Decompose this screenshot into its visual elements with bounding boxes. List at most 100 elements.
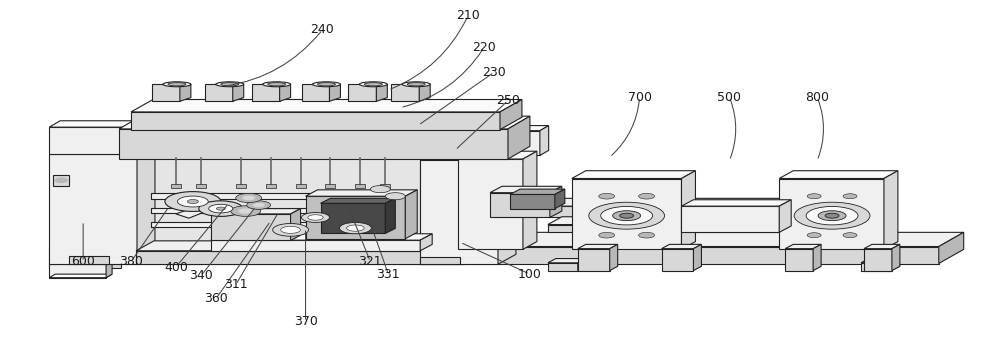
Polygon shape	[211, 208, 301, 214]
Polygon shape	[53, 175, 69, 186]
Circle shape	[843, 194, 857, 199]
Polygon shape	[861, 263, 891, 271]
Circle shape	[242, 196, 255, 200]
Polygon shape	[211, 240, 420, 251]
Text: 500: 500	[717, 91, 741, 104]
Circle shape	[599, 232, 615, 238]
Polygon shape	[49, 263, 121, 268]
Polygon shape	[681, 206, 779, 232]
Polygon shape	[662, 245, 701, 248]
Polygon shape	[508, 116, 530, 159]
Circle shape	[794, 202, 870, 229]
Polygon shape	[420, 160, 498, 264]
Polygon shape	[861, 258, 899, 263]
Polygon shape	[458, 151, 537, 159]
Polygon shape	[500, 131, 540, 156]
Polygon shape	[510, 195, 555, 208]
Circle shape	[236, 193, 262, 202]
Polygon shape	[137, 144, 155, 264]
Polygon shape	[420, 150, 516, 160]
Text: 331: 331	[376, 268, 400, 281]
Polygon shape	[49, 232, 964, 247]
Circle shape	[209, 204, 233, 213]
Polygon shape	[548, 263, 578, 271]
Polygon shape	[578, 248, 610, 271]
Polygon shape	[510, 189, 565, 195]
Polygon shape	[939, 232, 964, 263]
Bar	[171, 184, 181, 188]
Polygon shape	[49, 155, 137, 264]
Polygon shape	[151, 207, 415, 213]
Circle shape	[281, 226, 300, 233]
Circle shape	[806, 206, 858, 225]
Ellipse shape	[263, 82, 291, 87]
Circle shape	[165, 192, 221, 211]
Polygon shape	[69, 256, 109, 264]
Polygon shape	[151, 193, 415, 199]
Polygon shape	[306, 190, 417, 196]
Bar	[252, 84, 280, 101]
Ellipse shape	[364, 83, 382, 86]
Polygon shape	[465, 241, 483, 264]
Polygon shape	[813, 245, 821, 271]
Circle shape	[247, 201, 271, 209]
Polygon shape	[320, 203, 385, 233]
Polygon shape	[49, 127, 124, 154]
Polygon shape	[555, 189, 565, 208]
Polygon shape	[884, 171, 898, 249]
Ellipse shape	[407, 83, 425, 86]
Circle shape	[302, 212, 329, 222]
Polygon shape	[211, 234, 432, 240]
Circle shape	[339, 222, 371, 234]
Ellipse shape	[402, 82, 430, 87]
Circle shape	[807, 233, 821, 238]
Polygon shape	[500, 100, 522, 130]
Polygon shape	[548, 198, 891, 206]
Polygon shape	[49, 121, 135, 127]
Polygon shape	[779, 178, 884, 249]
Circle shape	[807, 194, 821, 199]
Polygon shape	[785, 245, 821, 248]
Polygon shape	[892, 245, 900, 271]
Polygon shape	[779, 171, 898, 178]
Polygon shape	[320, 198, 395, 203]
Text: 600: 600	[71, 255, 95, 268]
Bar	[266, 184, 276, 188]
Circle shape	[238, 208, 253, 214]
Ellipse shape	[168, 83, 186, 86]
Circle shape	[843, 233, 857, 238]
Polygon shape	[548, 206, 877, 217]
Text: 360: 360	[204, 292, 228, 306]
Polygon shape	[136, 158, 420, 251]
Circle shape	[273, 223, 309, 236]
Polygon shape	[136, 241, 483, 251]
Polygon shape	[233, 84, 244, 101]
Text: 370: 370	[294, 316, 317, 328]
Polygon shape	[420, 257, 460, 264]
Ellipse shape	[163, 82, 191, 87]
Circle shape	[347, 225, 364, 231]
Circle shape	[601, 206, 653, 225]
Ellipse shape	[216, 82, 244, 87]
Polygon shape	[681, 171, 695, 249]
Polygon shape	[306, 196, 405, 239]
Bar	[325, 184, 335, 188]
Text: 700: 700	[628, 91, 652, 104]
Text: 220: 220	[472, 41, 496, 54]
Polygon shape	[540, 126, 549, 156]
Polygon shape	[420, 234, 432, 251]
Bar	[380, 184, 390, 188]
Ellipse shape	[313, 82, 340, 87]
Polygon shape	[877, 198, 891, 217]
Polygon shape	[131, 112, 500, 130]
Polygon shape	[500, 126, 549, 131]
Bar	[236, 184, 246, 188]
Text: 800: 800	[805, 91, 829, 104]
Circle shape	[639, 193, 655, 199]
Circle shape	[613, 211, 641, 221]
Circle shape	[825, 213, 839, 218]
Circle shape	[55, 178, 67, 182]
Text: 100: 100	[518, 268, 542, 281]
Polygon shape	[681, 200, 791, 206]
Polygon shape	[151, 222, 415, 227]
